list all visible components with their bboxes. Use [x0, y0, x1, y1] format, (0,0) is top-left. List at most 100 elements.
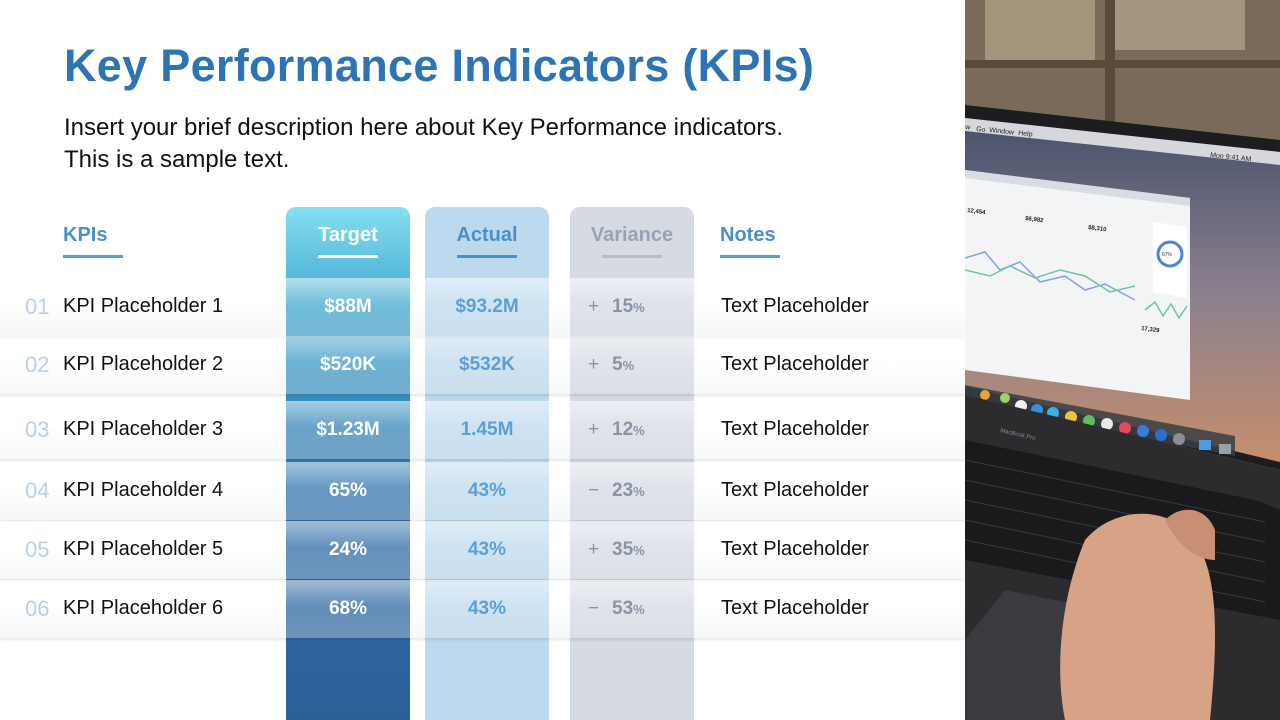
variance-value: +15% — [588, 296, 645, 318]
row-band — [0, 462, 965, 520]
variance-number: 15 — [612, 296, 634, 317]
variance-percent: % — [622, 358, 635, 373]
target-value: $520K — [320, 354, 376, 375]
header-actual-label: Actual — [456, 224, 518, 246]
gauge-icon — [1156, 240, 1184, 268]
header-kpis-label: KPIs — [63, 224, 108, 246]
variance-number: 53 — [612, 598, 634, 619]
variance-value: +5% — [588, 354, 634, 376]
actual-value: $532K — [459, 354, 515, 375]
dock-app-icon — [1000, 393, 1010, 403]
header-underline — [720, 255, 780, 258]
kpi-row: 03 KPI Placeholder 3 $1.23M 1.45M +12% T… — [0, 401, 965, 459]
row-band — [0, 278, 965, 336]
notes-text: Text Placeholder — [721, 418, 869, 440]
actual-value: 1.45M — [460, 419, 514, 440]
row-number: 04 — [25, 478, 50, 503]
target-value: $88M — [324, 296, 372, 317]
row-band — [0, 336, 965, 394]
dock-app-icon — [1155, 429, 1167, 441]
dashboard-stat: $8,310 — [1088, 225, 1108, 233]
dashboard-stat: $6,982 — [1025, 216, 1045, 224]
target-value: 68% — [328, 598, 368, 619]
notes-text: Text Placeholder — [721, 479, 869, 501]
kpi-row: 04 KPI Placeholder 4 65% 43% −23% Text P… — [0, 462, 965, 520]
notes-text: Text Placeholder — [721, 353, 869, 375]
kpi-label: KPI Placeholder 6 — [63, 597, 224, 619]
variance-value: −53% — [588, 598, 645, 620]
variance-percent: % — [633, 602, 645, 617]
header-notes-label: Notes — [720, 224, 776, 246]
kpi-label: KPI Placeholder 4 — [63, 479, 224, 501]
notes-text: Text Placeholder — [721, 295, 869, 317]
header-variance: Variance — [570, 224, 694, 258]
header-underline — [63, 255, 123, 258]
row-band — [0, 580, 965, 638]
description-line-1: Insert your brief description here about… — [64, 114, 784, 141]
hand — [1060, 513, 1215, 720]
variance-sign: + — [588, 354, 600, 375]
row-number: 03 — [25, 417, 50, 442]
menu-clock: Mon 9:41 AM — [1210, 152, 1252, 163]
variance-sign: − — [588, 480, 600, 501]
actual-value: 43% — [467, 539, 507, 560]
actual-value: 43% — [467, 480, 507, 501]
variance-number: 23 — [612, 480, 634, 501]
kpi-row: 06 KPI Placeholder 6 68% 43% −53% Text P… — [0, 580, 965, 638]
row-number: 02 — [25, 352, 50, 377]
variance-percent: % — [633, 423, 645, 438]
variance-sign: + — [588, 419, 600, 440]
kpi-row: 05 KPI Placeholder 5 24% 43% +35% Text P… — [0, 521, 965, 579]
laptop-illustration: w Go Window Help Mon 9:41 AM 12,454 $6,9… — [965, 0, 1280, 720]
laptop-photo: w Go Window Help Mon 9:41 AM 12,454 $6,9… — [965, 0, 1280, 720]
notes-text: Text Placeholder — [721, 597, 869, 619]
dock-trash-icon — [1219, 444, 1231, 454]
header-underline — [457, 255, 517, 258]
variance-value: +12% — [588, 419, 645, 441]
target-value: 65% — [328, 480, 368, 501]
dock-app-icon — [1101, 418, 1113, 430]
variance-sign: − — [588, 598, 600, 619]
variance-value: +35% — [588, 539, 645, 561]
dashboard-line-chart — [965, 251, 1136, 301]
menu-item: Go — [976, 126, 986, 134]
kpi-row: 01 KPI Placeholder 1 $88M $93.2M +15% Te… — [0, 278, 965, 336]
row-band — [0, 401, 965, 459]
header-variance-label: Variance — [590, 224, 674, 246]
description-line-2: This is a sample text. — [64, 146, 290, 173]
row-band — [0, 521, 965, 579]
header-actual: Actual — [425, 224, 549, 258]
header-underline — [602, 255, 662, 258]
dashboard-stat: 12,454 — [967, 208, 987, 216]
dock-app-icon — [1173, 433, 1185, 445]
header-target: Target — [286, 224, 410, 258]
variance-number: 12 — [612, 419, 634, 440]
slide-description: Insert your brief description here about… — [64, 112, 944, 176]
dock-app-icon — [1137, 425, 1149, 437]
dashboard-stat: 17,329 — [1141, 326, 1161, 334]
actual-value: $93.2M — [455, 296, 519, 317]
dashboard-line-chart — [965, 265, 1136, 293]
variance-sign: + — [588, 296, 600, 317]
header-underline — [318, 255, 378, 258]
menu-item: Window — [989, 127, 1015, 137]
variance-percent: % — [633, 543, 645, 558]
dashboard-line-chart — [1144, 300, 1188, 320]
kpi-row: 02 KPI Placeholder 2 $520K $532K +5% Tex… — [0, 336, 965, 394]
header-kpis: KPIs — [63, 224, 123, 258]
kpi-label: KPI Placeholder 3 — [63, 418, 224, 440]
dock-app-icon — [980, 390, 990, 400]
row-number: 05 — [25, 537, 50, 562]
menu-item: Help — [1018, 130, 1033, 138]
target-value: 24% — [328, 539, 368, 560]
variance-value: −23% — [588, 480, 645, 502]
variance-sign: + — [588, 539, 600, 560]
notes-text: Text Placeholder — [721, 538, 869, 560]
target-value: $1.23M — [316, 419, 380, 440]
actual-value: 43% — [467, 598, 507, 619]
variance-percent: % — [633, 300, 645, 315]
variance-number: 5 — [612, 354, 623, 375]
dock-app-icon — [1119, 422, 1131, 434]
variance-number: 35 — [612, 539, 634, 560]
kpi-label: KPI Placeholder 2 — [63, 353, 224, 375]
